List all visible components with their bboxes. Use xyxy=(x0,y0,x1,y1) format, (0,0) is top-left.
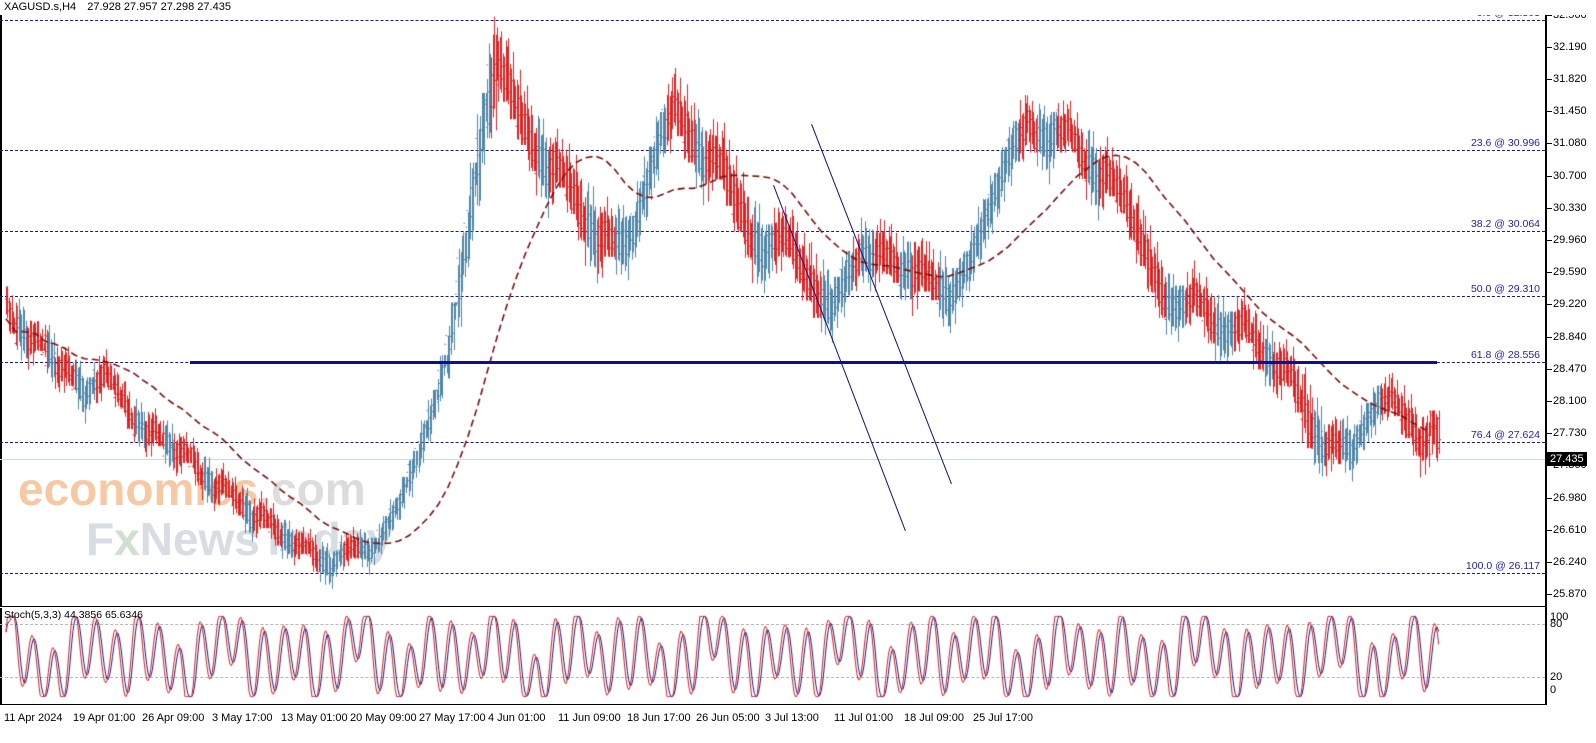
price-axis-tick: 28.100 xyxy=(1553,395,1587,407)
price-axis-tick: 27.730 xyxy=(1553,427,1587,440)
moving-average-canvas xyxy=(0,15,1545,607)
stoch-axis-tick: 20 xyxy=(1550,671,1563,683)
price-axis-tickmark xyxy=(1547,175,1552,177)
time-axis-tick: 11 Apr 2024 xyxy=(4,712,63,724)
time-axis-tick: 4 Jun 01:00 xyxy=(488,712,546,724)
time-axis-tick: 18 Jun 17:00 xyxy=(627,712,691,724)
price-axis-tick: 26.240 xyxy=(1553,555,1587,568)
price-axis-tick: 26.980 xyxy=(1553,491,1587,504)
horizontal-support-line xyxy=(190,360,1437,364)
price-axis-tick: 30.700 xyxy=(1553,169,1587,182)
time-axis-tick: 26 Apr 09:00 xyxy=(142,712,205,724)
time-axis-tick: 11 Jul 01:00 xyxy=(834,712,894,724)
time-axis-tick: 27 May 17:00 xyxy=(419,712,486,724)
price-axis-tickmark xyxy=(1547,111,1552,113)
chart-symbol-label: XAGUSD.s,H4 xyxy=(4,1,77,13)
price-axis-tickmark xyxy=(1547,208,1552,209)
time-axis-tick: 13 May 01:00 xyxy=(281,712,348,724)
price-axis-tick: 31.080 xyxy=(1553,137,1587,150)
price-axis-tickmark xyxy=(1547,561,1552,563)
time-axis-tick: 20 May 09:00 xyxy=(350,712,417,724)
time-axis-tick: 19 Apr 01:00 xyxy=(73,712,136,724)
time-axis-tick: 3 Jul 13:00 xyxy=(765,712,819,724)
price-axis-tick: 29.220 xyxy=(1553,298,1587,311)
time-axis-tick: 26 Jun 05:00 xyxy=(696,712,760,724)
price-axis-tick: 29.960 xyxy=(1553,234,1587,247)
time-axis-tick: 25 Jul 17:00 xyxy=(973,712,1033,724)
price-axis-tick: 25.870 xyxy=(1553,588,1587,600)
price-axis-tickmark xyxy=(1547,497,1552,499)
price-axis-tickmark xyxy=(1547,368,1552,370)
price-axis-tickmark xyxy=(1547,15,1552,16)
price-axis-tickmark xyxy=(1547,401,1552,402)
current-price-badge: 27.435 xyxy=(1547,451,1587,466)
price-axis-tickmark xyxy=(1547,336,1552,338)
price-axis-tick: 28.470 xyxy=(1553,362,1587,375)
price-axis-tickmark xyxy=(1547,79,1552,81)
price-axis-tick: 30.330 xyxy=(1553,202,1587,214)
chart-ohlc-values: 27.928 27.957 27.298 27.435 xyxy=(87,1,231,13)
price-axis-tick: 26.610 xyxy=(1553,523,1587,536)
stoch-axis-tick: 0 xyxy=(1550,684,1557,696)
price-axis-divider xyxy=(1545,15,1547,705)
price-axis-tickmark xyxy=(1547,304,1552,306)
stochastic-canvas[interactable] xyxy=(0,608,1545,705)
price-axis-tickmark xyxy=(1547,529,1552,531)
stoch-axis-tick: 80 xyxy=(1550,618,1563,630)
indicator-label: Stoch(5,3,3) 44.3856 65.6346 xyxy=(4,609,143,621)
price-axis-tick: 32.190 xyxy=(1553,41,1587,54)
time-axis-tick: 11 Jun 09:00 xyxy=(558,712,621,724)
price-axis-tickmark xyxy=(1547,433,1552,435)
price-axis-tickmark xyxy=(1547,272,1552,274)
stoch-axis-tick: 100 xyxy=(1550,611,1569,623)
price-axis-tickmark xyxy=(1547,47,1552,49)
price-axis-tickmark xyxy=(1547,240,1552,242)
price-axis-tick: 29.590 xyxy=(1553,266,1587,279)
price-axis-tick: 31.820 xyxy=(1553,73,1587,86)
price-axis-tickmark xyxy=(1547,594,1552,595)
price-axis-tick: 28.840 xyxy=(1553,330,1587,343)
chart-title-bar: XAGUSD.s,H4 27.928 27.957 27.298 27.435 xyxy=(0,0,1596,15)
price-axis-tickmark xyxy=(1547,143,1552,145)
time-axis-tick: 3 May 17:00 xyxy=(212,712,273,724)
price-axis-tick: 31.450 xyxy=(1553,105,1587,118)
time-axis-tick: 18 Jul 09:00 xyxy=(904,712,964,724)
